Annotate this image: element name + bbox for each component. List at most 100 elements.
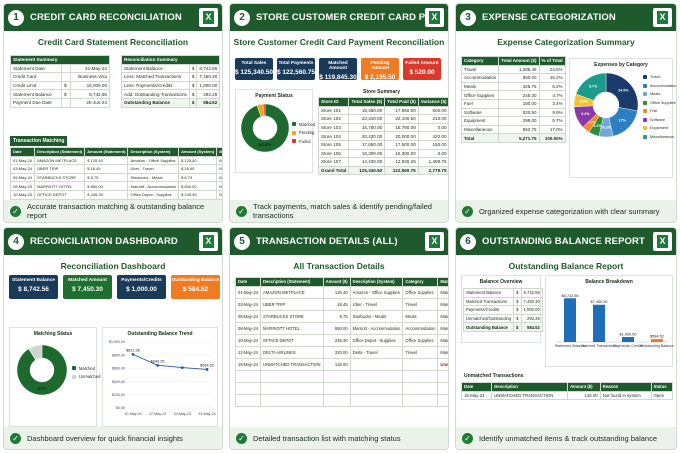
step-number: 3 — [460, 9, 476, 26]
table-cell: 17,650.00 — [348, 139, 386, 150]
legend-swatch — [643, 117, 647, 122]
donut-slice — [575, 72, 607, 101]
bar-category-label: Outstanding Balance — [640, 344, 673, 348]
table-cell — [260, 369, 324, 383]
column-header: Category — [402, 277, 439, 287]
table-cell: 584.52 — [196, 97, 221, 108]
table-cell: Business Visa — [69, 72, 111, 82]
table-cell: $ 125.40 — [178, 155, 218, 166]
table-row: Payments/Credits $1,000.00 — [462, 305, 543, 315]
table-cell: 245.30 — [322, 333, 351, 347]
unmatched-transactions-table: Date Description Amount ($) Reason Status 15… — [460, 382, 673, 401]
legend-label: Office Supplies — [650, 100, 676, 105]
panel-footer: ✓ Identify unmatched items & track outsta… — [456, 427, 676, 449]
column-header: Description — [491, 382, 568, 392]
legend-item: Travel — [643, 73, 676, 82]
y-tick-label: $200.00 — [112, 393, 125, 397]
trend-point-label: $812.36 — [126, 348, 140, 352]
table-cell: STARBUCKS STORE — [34, 172, 86, 183]
table-cell: 100.00% — [538, 133, 566, 143]
table-cell — [402, 357, 439, 371]
table-cell: 15-May-24 — [234, 357, 262, 371]
table-cell: $ 18.45 — [178, 164, 218, 174]
table-cell — [402, 393, 439, 407]
panel-reconciliation-dashboard: 4 RECONCILIATION DASHBOARD X Reconciliat… — [3, 227, 223, 450]
kpi-value: $ 7,450.30 — [72, 286, 103, 293]
table-cell: 150.00 — [417, 139, 448, 150]
table-cell: Office Supplies — [402, 333, 439, 347]
column-header: Total Paid ($) — [384, 97, 419, 107]
bar-value-label: $1,000.00 — [620, 333, 637, 337]
y-tick-label: $400.00 — [112, 380, 125, 384]
table-cell: Not found in system — [599, 390, 652, 401]
table-row: Accommodation 850.00 16.2% — [460, 73, 566, 83]
legend-label: Matched — [299, 121, 316, 127]
legend-label: Accommodation — [650, 83, 677, 88]
table-row: Store 105 17,650.00 17,500.00 150.00 — [317, 139, 448, 150]
table-cell: Meals — [402, 309, 439, 323]
table-cell: $ — [188, 63, 198, 74]
table-cell: Store 103 — [317, 122, 350, 133]
panel-expense-categorization: 3 EXPENSE CATEGORIZATION X Expense Categ… — [455, 3, 677, 223]
table-cell: 3.4% — [538, 98, 566, 109]
table-cell: $ — [513, 305, 522, 315]
panel-outstanding-balance: 6 OUTSTANDING BALANCE REPORT X Outstandi… — [455, 227, 677, 450]
table-cell: 210.00 — [417, 114, 448, 124]
check-icon: ✓ — [236, 205, 247, 217]
table-cell — [437, 381, 448, 395]
table-row: Statement Balance $8,742.56 — [10, 89, 111, 99]
bar-category-label: Matched Transactions — [581, 344, 616, 348]
excel-icon: X — [425, 8, 444, 27]
table-cell: Matched Transactions — [462, 296, 515, 307]
table-cell: 125.40 — [322, 285, 351, 299]
table-row: 03-May-24 UBER TRIP 18.45 Uber - Travel Trav… — [234, 297, 448, 311]
panel-title: EXPENSE CATEGORIZATION — [482, 12, 616, 23]
table-cell: 125.00 — [566, 390, 601, 401]
statement-summary-table: Statement Summary Statement Date 31-May-2… — [10, 55, 111, 108]
table-row: Store 101 18,450.00 17,950.00 500.00 — [317, 105, 448, 116]
table-row: Payment Due Date 20-Jun-24 — [10, 97, 111, 108]
table-cell: $ — [513, 322, 522, 332]
card-title: Balance Overview — [479, 279, 523, 285]
trend-line — [132, 353, 208, 370]
x-tick-label: 10-May-24 — [124, 412, 141, 416]
table-cell: 8.75 — [322, 309, 351, 323]
column-header: Description (System) — [349, 277, 404, 287]
bar — [564, 298, 576, 342]
table-cell: 01-May-24 — [9, 155, 36, 166]
table-cell: $ — [513, 313, 522, 324]
table-row: Store 102 22,310.50 22,100.50 210.00 — [317, 114, 448, 124]
table-cell: MARRIOTT HOTEL — [260, 321, 324, 335]
donut-label: 94.6% — [259, 142, 272, 147]
table-row: 08-May-24 MARRIOTT HOTEL 850.00 Marriott - … — [234, 321, 448, 335]
bar — [593, 304, 605, 342]
table-cell: 7,450.30 — [196, 72, 221, 82]
balance-trend-card: Outstanding Balance Trend $1,000.00 $800.… — [102, 327, 218, 427]
table-cell: Less: Payments/Credits — [121, 80, 190, 91]
legend-swatch — [643, 75, 647, 80]
table-cell: 03-May-24 — [9, 164, 36, 174]
legend-item: Unmatched — [72, 373, 100, 382]
table-cell — [234, 369, 262, 383]
kpi-label: Pending Amount — [370, 61, 390, 71]
kpi-value: $ 8,742.56 — [18, 286, 49, 293]
step-number: 6 — [460, 233, 476, 250]
column-header: % of Total — [538, 56, 566, 66]
table-total-row: Grand Total 125,340.50 122,560.75 2,779.75 — [317, 165, 448, 176]
excel-icon: X — [653, 8, 672, 27]
table-cell: 180.00 — [498, 98, 540, 109]
kpi-label: Matched Amount — [68, 278, 107, 283]
check-icon: ✓ — [236, 432, 247, 444]
step-number: 4 — [8, 233, 24, 250]
kpi-card: Statement Balance $ 8,742.56 — [9, 275, 58, 299]
table-cell: $ — [188, 89, 198, 99]
table-cell: 8,742.56 — [69, 89, 111, 99]
table-cell: 18,450.00 — [348, 105, 386, 116]
table-cell: Statement Date — [10, 63, 62, 74]
kpi-value: $ 584.52 — [182, 286, 209, 293]
donut-slice — [240, 103, 290, 153]
column-header: Amount ($) — [566, 382, 601, 392]
store-summary-title: Store Summary — [363, 89, 400, 95]
table-cell: 8,742.56 — [520, 288, 543, 298]
table-row: Travel 1,286.45 24.5% — [460, 64, 566, 75]
